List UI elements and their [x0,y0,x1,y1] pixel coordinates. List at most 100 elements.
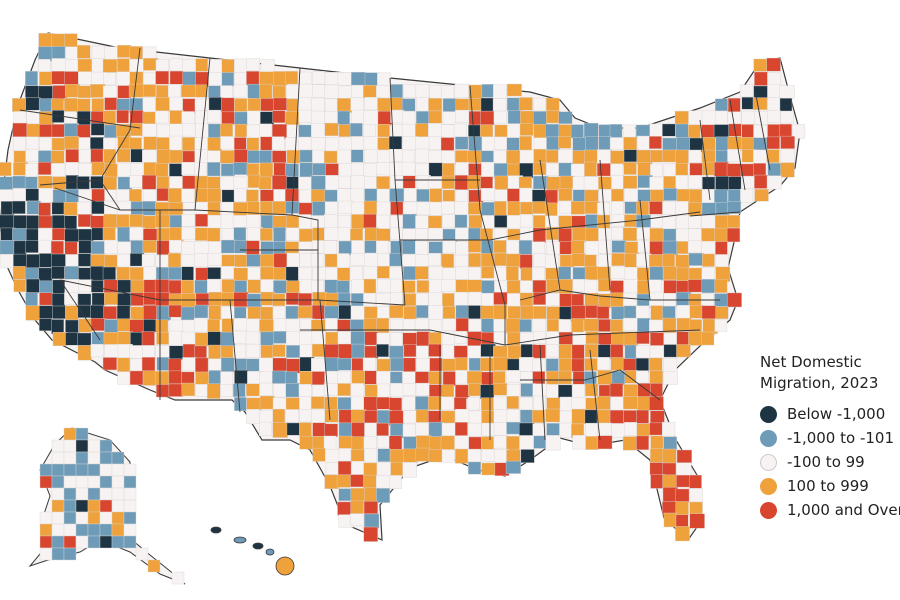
county-cell [298,176,313,191]
county-cell [220,345,235,359]
county-cell [558,149,573,164]
county-cell [701,214,717,231]
county-cell [727,292,742,308]
county-cell [649,291,664,307]
county-cell [51,487,65,501]
county-cell [99,439,113,453]
county-cell [767,97,782,113]
county-cell [726,227,741,243]
county-cell [390,175,404,189]
county-cell [570,124,584,139]
county-cell [414,318,429,332]
county-cell [610,292,625,308]
county-cell [388,136,403,150]
county-cell [493,110,507,124]
county-cell [87,439,101,453]
county-cell [415,136,431,150]
county-cell [324,122,339,137]
county-cell [715,136,729,153]
county-cell [481,318,495,334]
county-cell [219,176,234,192]
county-cell [442,344,455,360]
county-cell [259,162,274,178]
county-cell [676,137,692,152]
county-cell [123,475,137,489]
county-cell [389,475,402,489]
county-cell [648,357,663,371]
county-cell [90,122,105,136]
county-cell [50,150,65,165]
county-cell [104,319,119,333]
county-cell [50,240,64,255]
county-cell [376,461,392,477]
county-cell [51,451,65,465]
county-cell [260,279,275,293]
county-cell [440,137,455,152]
county-cell [687,240,703,253]
county-cell [609,137,625,150]
county-cell [402,332,418,347]
county-cell [208,344,221,360]
county-cell [337,397,353,411]
county-cell [311,110,325,125]
county-cell [247,110,262,126]
county-cell [103,72,116,86]
county-cell [337,357,352,371]
county-cell [741,96,755,110]
county-cell [220,384,233,397]
county-cell [415,409,430,424]
county-cell [688,267,703,281]
legend-swatch [760,429,777,447]
county-cell [13,253,28,269]
county-cell [727,215,741,228]
county-cell [481,462,496,476]
county-cell [168,266,182,280]
county-cell [169,345,184,361]
county-cell [221,239,237,254]
county-cell [375,162,391,176]
county-cell [338,175,352,189]
county-cell [99,523,113,537]
county-cell [102,357,117,371]
county-cell [233,202,248,217]
county-cell [298,83,313,99]
county-cell [285,331,302,346]
county-cell [117,371,131,385]
county-cell [714,98,728,113]
county-cell [298,136,314,151]
county-cell [609,383,624,398]
county-cell [363,265,379,281]
county-cell [364,306,378,320]
county-cell [558,344,572,360]
county-cell [350,305,366,321]
county-cell [245,331,260,345]
county-cell [299,396,312,411]
county-cell [24,240,40,253]
county-cell [622,436,638,451]
county-cell [596,409,611,425]
county-cell [51,319,65,335]
county-cell [428,410,444,424]
county-cell [468,111,482,126]
county-cell [468,357,483,371]
county-cell [77,214,93,228]
county-cell [753,149,769,165]
county-cell [455,384,470,400]
county-cell [403,305,418,321]
county-cell [689,501,703,515]
county-cell [584,265,598,280]
county-cell [168,383,184,397]
county-cell [39,547,53,561]
county-cell [117,357,130,373]
county-cell [518,97,533,111]
county-cell [388,397,403,413]
county-cell [272,85,286,99]
county-cell [130,279,146,294]
county-cell [596,306,610,319]
county-cell [38,150,53,164]
county-cell [63,136,80,150]
county-cell [233,318,248,332]
county-cell [780,110,794,124]
county-cell [103,213,118,229]
county-cell [559,396,573,412]
